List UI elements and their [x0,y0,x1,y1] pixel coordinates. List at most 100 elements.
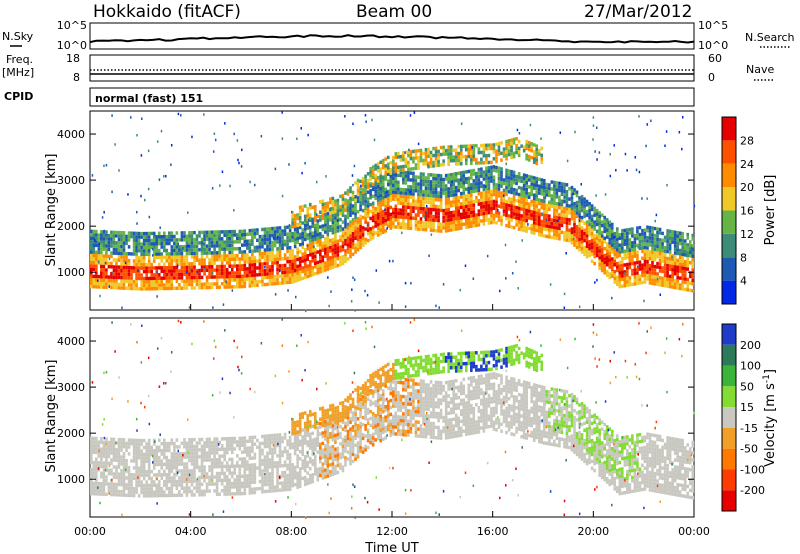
power-cell [90,246,93,251]
power-cell [397,155,400,159]
power-cell [281,246,284,251]
velocity-cell [150,487,153,491]
power-cell [603,267,606,272]
power-cell [251,277,254,281]
power-cell [432,214,435,219]
power-cell [256,231,259,236]
power-cell [522,201,526,205]
power-cell [293,217,297,221]
velocity-cell [225,468,229,472]
velocity-cell [112,437,116,442]
power-cell [492,199,496,204]
power-cell [610,246,614,251]
velocity-cell [100,471,103,476]
power-cell [502,147,506,151]
velocity-cell [228,492,232,496]
power-cell [238,264,242,268]
power-cell [492,175,496,179]
velocity-cell [137,469,141,474]
power-cell [369,237,372,241]
power-cell [419,189,423,193]
power-cell [457,178,461,182]
power-cell [331,220,335,225]
power-cell [308,218,312,223]
power-cell [157,283,161,287]
velocity-cell [205,475,209,480]
power-cell [548,214,551,218]
power-cell [527,144,531,148]
power-cell [288,249,292,253]
power-cell [603,264,606,268]
velocity-cell [105,451,108,455]
power-cell [160,238,164,242]
power-cell [188,269,191,273]
power-speck [592,116,595,119]
power-cell [535,154,539,159]
power-cell [537,225,541,230]
velocity-cell [218,478,221,483]
power-cell [95,250,98,255]
velocity-cell [122,441,126,446]
power-cell [258,269,262,273]
velocity-cell [205,489,209,493]
power-cell [208,247,211,252]
velocity-cell [233,471,237,475]
power-cell [268,227,272,231]
power-cell [568,204,571,208]
power-cell [223,271,226,276]
power-cell [429,183,433,188]
power-cell [321,258,325,263]
power-cell [198,286,201,290]
power-cell [331,251,335,256]
power-cell [495,152,498,157]
power-cell [178,272,181,277]
power-cell [379,221,383,226]
power-cell [266,244,269,249]
velocity-cell [225,461,229,465]
power-cell [610,274,614,278]
power-cell [500,194,503,199]
power-cell [646,260,649,264]
power-cell [326,208,330,212]
power-cell [271,275,274,279]
power-speck [486,254,489,258]
velocity-cell [160,462,164,467]
velocity-cell [117,472,121,476]
power-cell [220,247,224,251]
power-cell [444,218,448,223]
velocity-cell [168,486,171,491]
velocity-cell [200,448,204,452]
power-cell [170,279,174,284]
power-cell [598,228,601,232]
power-cell [482,204,486,209]
power-cell [613,238,617,243]
power-cell [203,247,206,252]
power-cell [215,254,219,258]
power-cell [457,209,461,214]
power-cell [490,210,493,214]
velocity-cell [147,487,151,491]
power-speck [203,113,205,116]
power-cell [228,236,232,241]
velocity-cell [210,465,214,469]
power-cell [673,247,677,252]
power-cell [605,231,609,236]
power-cell [286,270,289,274]
power-cell [336,205,340,210]
power-speck [191,135,193,139]
power-cell [293,279,297,283]
power-cell [407,212,410,217]
power-cell [638,277,642,282]
power-cell [497,187,501,191]
power-cell [389,205,393,210]
power-cell [180,231,184,235]
power-cell [308,249,312,254]
power-cell [331,244,335,249]
power-cell [462,177,466,182]
power-cell [648,229,652,233]
power-cell [135,255,138,260]
power-cell [308,263,312,267]
power-cell [132,266,136,270]
power-cell [296,213,299,217]
power-cell [344,238,347,243]
